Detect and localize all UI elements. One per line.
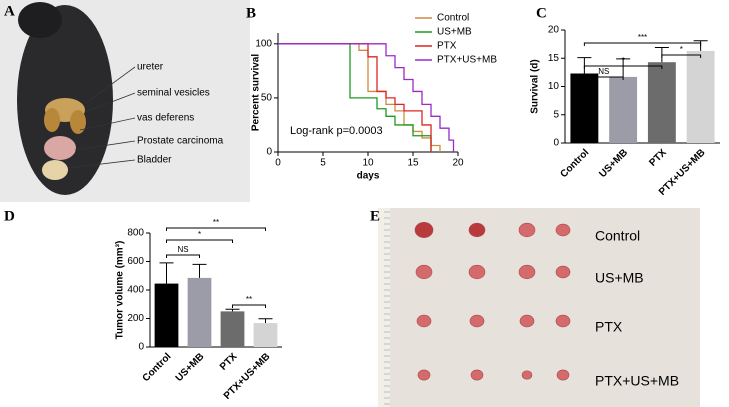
photo-label: Control [595,228,640,244]
tumor [519,314,535,328]
legend-label: PTX+US+MB [437,55,497,66]
y-axis-label: Survival (d) [530,59,541,113]
x-tick-label: PTX [218,351,240,373]
significance-label: ** [213,218,219,227]
significance-bracket [166,227,266,231]
panel-letter: C [536,5,547,21]
bar [220,311,245,347]
significance-bracket [166,239,233,243]
legend-label: PTX [437,41,457,52]
legend-label: US+MB [437,27,472,38]
photo-label: US+MB [595,270,644,286]
tumor [415,264,433,280]
error-bar [192,263,207,278]
error-bar [159,262,174,284]
x-tick-label: 0 [275,158,281,169]
significance-label: ** [246,295,252,304]
tumor [417,369,431,381]
significance-bracket [583,65,663,69]
x-tick-label: US+MB [174,351,207,384]
bar [253,323,278,347]
photo-label: Bladder [137,155,172,166]
significance-label: * [198,230,201,239]
y-tick-label: 400 [127,285,144,296]
significance-bracket [583,42,702,46]
x-tick-label: 10 [362,158,374,169]
tumor [414,222,434,238]
x-tick-label: 15 [407,158,419,169]
y-tick-label: 50 [261,93,273,104]
error-bar [225,308,240,312]
y-axis-label: Percent survival [251,54,262,131]
tumor [468,222,486,238]
x-tick-label: Control [141,351,174,384]
bar [154,283,179,347]
tumor [555,223,571,237]
error-bar [258,318,273,324]
tumor [468,264,486,280]
survival-line [278,43,432,152]
y-tick-label: 5 [553,109,559,120]
x-tick-label: Control [558,147,591,180]
y-tick-label: 0 [138,342,144,353]
significance-bracket [232,304,266,308]
x-tick-label: PTX [647,147,669,169]
significance-label: NS [177,245,188,254]
photo-label: PTX [595,319,623,335]
tumor [521,370,533,380]
bar [187,277,212,347]
legend-label: Control [437,13,469,24]
x-tick-label: US+MB [597,147,630,180]
survival-line [278,43,455,152]
tumor [470,369,484,381]
bar [570,73,599,143]
x-tick-label: 20 [452,158,464,169]
y-axis-label: Tumor volume (mm³) [115,241,126,340]
significance-label: * [622,56,625,65]
y-tick-label: 600 [127,256,144,267]
panel-letter: B [246,5,256,21]
tumor [518,222,536,238]
tumor [555,265,571,279]
tumor [469,314,485,328]
survival-line [278,43,432,152]
tumor [556,369,570,381]
significance-bracket [661,54,702,58]
bar [686,50,715,143]
photo-a [0,0,250,202]
annotation: Log-rank p=0.0003 [290,125,383,137]
significance-label: * [680,45,683,54]
photo-label: ureter [137,62,164,73]
y-tick-label: 200 [127,313,144,324]
y-tick-label: 800 [127,228,144,239]
significance-bracket [166,254,200,258]
x-tick-label: 5 [320,158,326,169]
y-tick-label: 0 [553,138,559,149]
significance-bracket [583,76,624,80]
bar [609,76,638,143]
panel-letter: A [4,3,15,19]
panel-letter: E [370,208,380,224]
bar [647,62,676,143]
photo-label: Prostate carcinoma [137,136,224,147]
photo-label: vas deferens [137,113,194,124]
significance-label: *** [638,33,647,42]
tumor [555,314,571,328]
y-tick-label: 0 [266,147,272,158]
tumor [518,264,536,280]
y-tick-label: 100 [255,38,272,49]
photo-e [378,208,700,407]
error-bar [616,58,631,77]
tumor [416,314,432,328]
y-tick-label: 10 [548,81,560,92]
y-tick-label: 20 [548,25,560,36]
y-tick-label: 15 [548,53,560,64]
significance-label: NS [598,67,609,76]
panel-letter: D [4,208,15,224]
x-axis-label: days [357,171,380,182]
photo-label: seminal vesicles [137,88,210,99]
photo-label: PTX+US+MB [595,373,679,389]
